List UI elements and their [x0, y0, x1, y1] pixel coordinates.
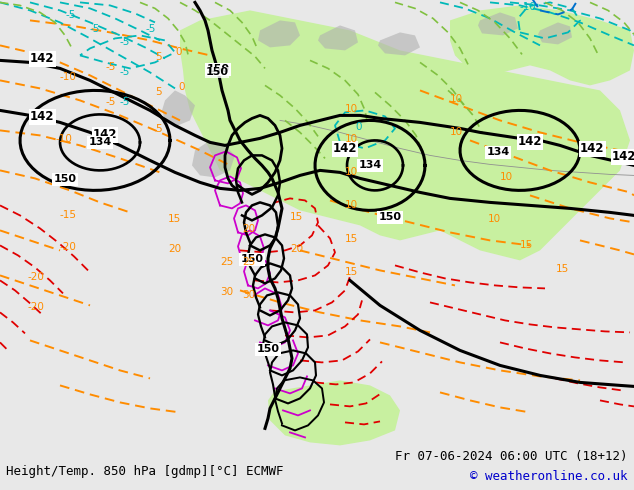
Text: 15: 15 — [345, 268, 358, 277]
Text: 142: 142 — [333, 143, 357, 155]
Text: 0: 0 — [175, 48, 181, 57]
Polygon shape — [268, 380, 400, 445]
Text: 150: 150 — [53, 174, 77, 184]
Text: -5: -5 — [120, 37, 131, 48]
Text: 142: 142 — [612, 150, 634, 163]
Text: 15: 15 — [556, 265, 569, 274]
Text: 134: 134 — [486, 147, 510, 157]
Polygon shape — [192, 141, 235, 177]
Text: 25: 25 — [242, 257, 256, 268]
Text: -10: -10 — [55, 134, 72, 145]
Polygon shape — [258, 21, 300, 48]
Text: -15: -15 — [60, 210, 77, 221]
Text: 30: 30 — [220, 288, 233, 297]
Text: -5: -5 — [120, 98, 131, 107]
Text: 10: 10 — [345, 200, 358, 210]
Polygon shape — [450, 5, 634, 85]
Text: 10: 10 — [345, 168, 358, 177]
Text: 150: 150 — [240, 254, 264, 265]
Polygon shape — [378, 32, 420, 55]
Text: 10: 10 — [450, 95, 463, 104]
Polygon shape — [180, 10, 630, 260]
Text: 142: 142 — [30, 52, 55, 65]
Text: 10: 10 — [345, 104, 358, 114]
Text: 15: 15 — [520, 241, 533, 250]
Text: 150: 150 — [378, 212, 401, 222]
Text: Fr 07-06-2024 06:00 UTC (18+12): Fr 07-06-2024 06:00 UTC (18+12) — [395, 450, 628, 463]
Text: 10: 10 — [500, 172, 513, 182]
Text: 142: 142 — [518, 135, 542, 148]
Text: 150: 150 — [207, 64, 230, 74]
Text: 20: 20 — [168, 245, 181, 254]
Text: -5: -5 — [90, 24, 100, 34]
Polygon shape — [318, 25, 358, 50]
Text: -5: -5 — [105, 98, 115, 107]
Polygon shape — [162, 90, 195, 125]
Text: 142: 142 — [580, 143, 604, 155]
Text: 5: 5 — [155, 87, 162, 98]
Text: 150: 150 — [257, 344, 280, 354]
Text: 134: 134 — [358, 160, 382, 171]
Text: -10: -10 — [520, 2, 537, 12]
Text: 5: 5 — [155, 52, 162, 62]
Text: 10: 10 — [450, 127, 463, 137]
Text: 30: 30 — [242, 291, 255, 300]
Text: 20: 20 — [290, 245, 303, 254]
Text: -20: -20 — [60, 243, 77, 252]
Text: © weatheronline.co.uk: © weatheronline.co.uk — [470, 469, 628, 483]
Text: -20: -20 — [28, 302, 45, 313]
Text: -5: -5 — [65, 10, 75, 21]
Text: 15: 15 — [345, 234, 358, 245]
Text: 142: 142 — [93, 128, 117, 142]
Text: 134: 134 — [88, 137, 112, 147]
Text: 0: 0 — [355, 122, 361, 132]
Text: 10: 10 — [345, 134, 358, 145]
Text: -10: -10 — [60, 73, 77, 82]
Text: 10: 10 — [488, 215, 501, 224]
Polygon shape — [538, 23, 572, 45]
Text: 15: 15 — [290, 212, 303, 222]
Text: -5: -5 — [145, 24, 155, 34]
Polygon shape — [478, 12, 518, 35]
Text: 0: 0 — [178, 82, 184, 93]
Text: 25: 25 — [220, 257, 233, 268]
Text: 142: 142 — [30, 110, 55, 123]
Text: 150: 150 — [205, 68, 228, 77]
Text: 15: 15 — [168, 215, 181, 224]
Text: Height/Temp. 850 hPa [gdmp][°C] ECMWF: Height/Temp. 850 hPa [gdmp][°C] ECMWF — [6, 465, 284, 478]
Text: -20: -20 — [28, 272, 45, 282]
Text: 5: 5 — [155, 124, 162, 134]
Text: -5: -5 — [120, 68, 131, 77]
Text: 20: 20 — [242, 224, 255, 234]
Text: -5: -5 — [105, 62, 115, 73]
